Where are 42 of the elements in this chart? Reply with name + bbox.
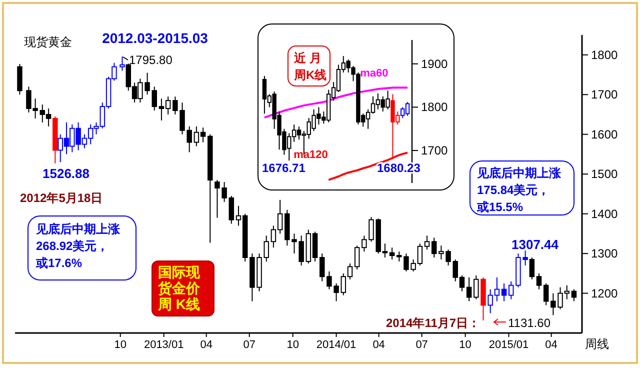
annotation: 1131.60 xyxy=(493,316,550,330)
x-tick-label: 2015/01 xyxy=(488,339,529,351)
annotation: 1795.80 xyxy=(122,53,172,67)
annotation: 1131.60 xyxy=(508,316,551,330)
x-tick-label: 04 xyxy=(200,339,212,351)
annotation: 2014年11月7日： xyxy=(386,316,480,330)
annotation: 见底后中期上涨268.92美元，或17.6% xyxy=(28,216,136,280)
y-tick-label: 1400 xyxy=(591,206,618,221)
annotation: 见底后中期上涨175.84美元，或15.5% xyxy=(470,160,574,216)
annotation: 近 月周K线 xyxy=(288,46,330,86)
chart-title: 2012.03-2015.03 xyxy=(102,30,208,46)
x-tick-label: 10 xyxy=(459,339,472,351)
annotation: 见底后中期上涨175.84美元，或15.5% xyxy=(476,166,562,214)
y-tick-label: 1500 xyxy=(591,167,618,182)
series-label: ma120 xyxy=(294,148,328,161)
y-tick-label: 1800 xyxy=(591,48,618,62)
annotation: 1526.88 xyxy=(42,166,90,181)
annotation: 周线 xyxy=(585,337,609,351)
annotation: 见底后中期上涨268.92美元，或17.6% xyxy=(35,222,121,270)
x-tick-label: 07 xyxy=(416,339,428,351)
y-tick-label: 1700 xyxy=(421,144,448,158)
annotation: 1676.71 xyxy=(262,161,306,175)
x-tick-label: 2013/01 xyxy=(144,339,184,351)
y-tick-label: 1600 xyxy=(591,127,618,142)
annotation: 国际现货金价周 K线 xyxy=(152,260,214,316)
x-tick-label: 2014/01 xyxy=(316,339,356,351)
annotation: 近 月周K线 xyxy=(293,51,327,82)
x-tick-label: 10 xyxy=(114,339,126,351)
y-tick-label: 1700 xyxy=(591,88,618,102)
x-tick-label: 04 xyxy=(545,339,558,351)
y-tick-label: 1200 xyxy=(591,286,618,300)
y-tick-label: 1300 xyxy=(591,246,618,261)
annotation: 1307.44 xyxy=(512,237,558,252)
x-tick-label: 07 xyxy=(243,339,256,351)
x-tick-label: 10 xyxy=(286,339,299,351)
chart-subtitle: 现货黄金 xyxy=(24,35,72,49)
y-tick-label: 1800 xyxy=(421,100,448,114)
y-tick-label: 1900 xyxy=(421,56,448,71)
annotation: 2012年5月18日 xyxy=(20,191,103,205)
series-label: ma60 xyxy=(360,68,388,80)
x-tick-label: 04 xyxy=(372,339,385,351)
annotation: 国际现货金价周 K线 xyxy=(157,264,201,312)
